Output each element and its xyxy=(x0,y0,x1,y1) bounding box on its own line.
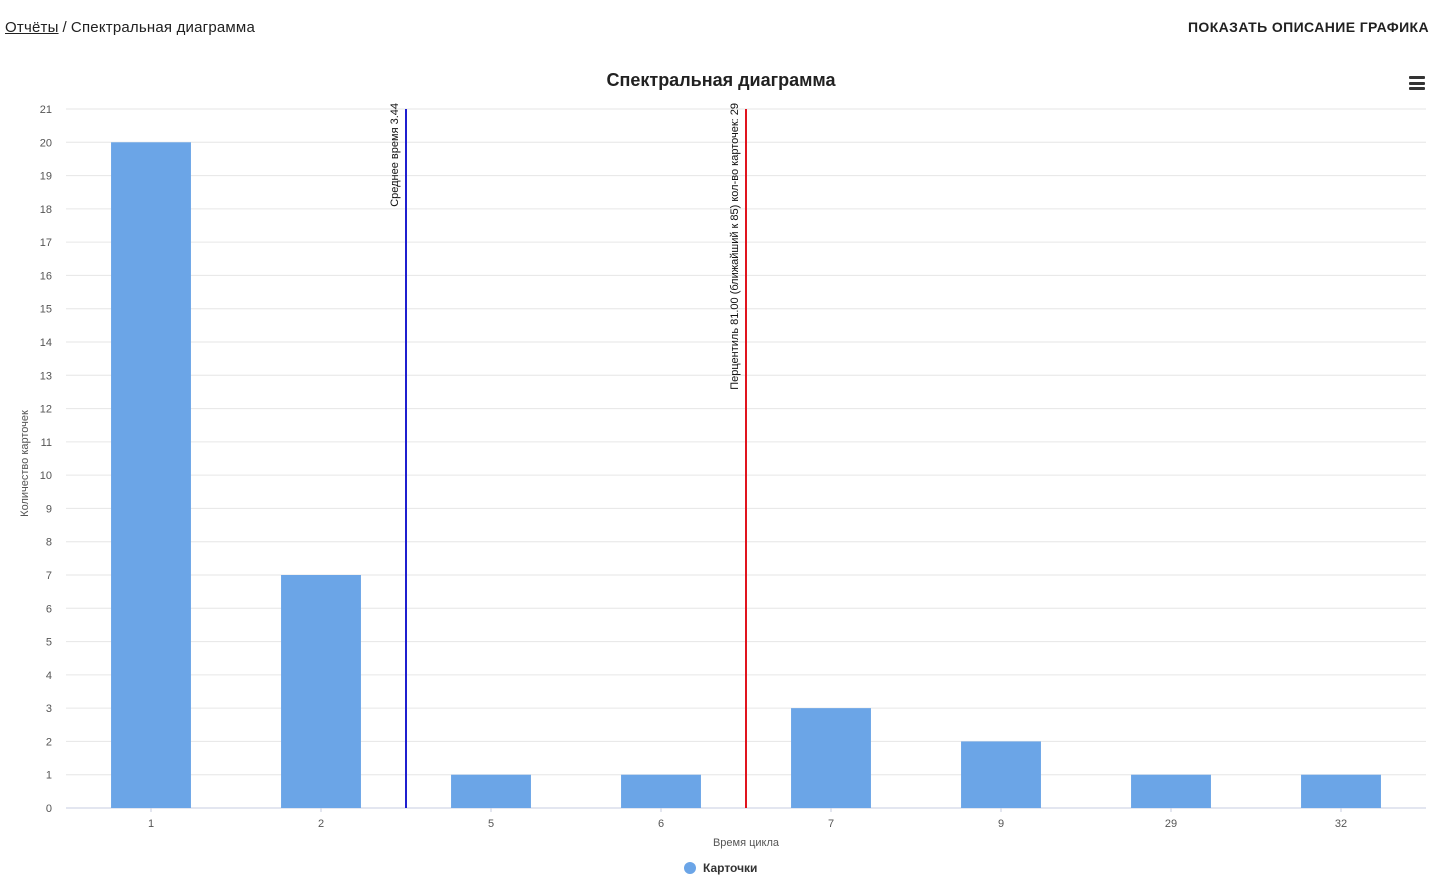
x-tick-label: 6 xyxy=(658,818,664,830)
y-tick-label: 11 xyxy=(41,437,52,449)
x-tick-label: 1 xyxy=(148,818,154,830)
y-tick-label: 1 xyxy=(46,770,52,782)
y-tick-label: 15 xyxy=(40,304,52,316)
show-description-button[interactable]: ПОКАЗАТЬ ОПИСАНИЕ ГРАФИКА xyxy=(1187,19,1429,35)
y-tick-label: 19 xyxy=(40,171,52,183)
chart-svg: Спектральная диаграмма012345678910111213… xyxy=(19,70,1426,875)
y-tick-label: 10 xyxy=(40,470,52,482)
y-tick-label: 16 xyxy=(40,270,52,282)
x-tick-label: 9 xyxy=(998,818,1004,830)
y-tick-label: 3 xyxy=(46,703,52,715)
bar-29 xyxy=(1131,774,1211,808)
y-tick-label: 5 xyxy=(46,637,52,649)
y-tick-label: 17 xyxy=(40,237,52,249)
y-tick-label: 0 xyxy=(46,803,52,815)
x-tick-label: 32 xyxy=(1335,818,1347,830)
y-tick-label: 2 xyxy=(46,736,52,748)
x-tick-label: 7 xyxy=(828,818,834,830)
bar-6 xyxy=(621,774,701,808)
plot-line-label-2: Перцентиль 81.00 (ближайший к 85) кол-во… xyxy=(729,103,741,390)
y-tick-label: 4 xyxy=(46,670,52,682)
chart-title: Спектральная диаграмма xyxy=(606,70,836,90)
x-tick-label: 2 xyxy=(318,818,324,830)
plot-line-label-1: Среднее время 3.44 xyxy=(389,103,401,207)
breadcrumb: Отчёты / Спектральная диаграмма xyxy=(5,19,255,36)
legend-marker xyxy=(684,862,696,874)
y-axis-title: Количество карточек xyxy=(19,410,31,517)
chart-menu-icon[interactable] xyxy=(1409,76,1425,90)
bar-9 xyxy=(961,741,1041,808)
bar-32 xyxy=(1301,774,1381,808)
y-tick-label: 12 xyxy=(40,404,52,416)
breadcrumb-separator: / xyxy=(62,19,67,36)
breadcrumb-link-reports[interactable]: Отчёты xyxy=(5,19,59,36)
bar-2 xyxy=(281,575,361,808)
bar-7 xyxy=(791,708,871,808)
y-tick-label: 8 xyxy=(46,537,52,549)
x-tick-label: 29 xyxy=(1165,818,1177,830)
y-tick-label: 21 xyxy=(40,104,52,116)
y-tick-label: 14 xyxy=(40,337,52,349)
legend-label: Карточки xyxy=(703,861,757,875)
x-tick-label: 5 xyxy=(488,818,494,830)
y-tick-label: 9 xyxy=(46,503,52,515)
bar-1 xyxy=(111,142,191,808)
y-tick-label: 20 xyxy=(40,137,52,149)
y-tick-label: 18 xyxy=(40,204,52,216)
y-tick-label: 6 xyxy=(46,603,52,615)
breadcrumb-current: Спектральная диаграмма xyxy=(70,19,255,36)
y-tick-label: 7 xyxy=(46,570,52,582)
bar-5 xyxy=(451,774,531,808)
y-tick-label: 13 xyxy=(40,370,52,382)
x-axis-title: Время цикла xyxy=(713,837,780,849)
